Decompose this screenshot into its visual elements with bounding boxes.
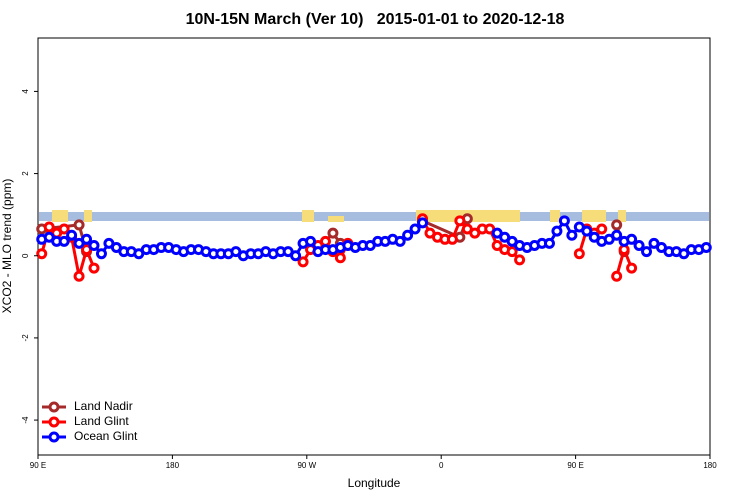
land-region (328, 216, 344, 222)
land-region (302, 210, 314, 222)
legend-label: Land Glint (74, 414, 129, 428)
data-point (506, 246, 518, 258)
data-point (290, 250, 302, 262)
legend-marker (48, 401, 60, 413)
data-point (394, 235, 406, 247)
data-point (58, 223, 70, 235)
data-point (543, 237, 555, 249)
data-point (581, 225, 593, 237)
data-point (402, 229, 414, 241)
y-tick-label: 2 (21, 171, 30, 176)
legend-label: Ocean Glint (74, 429, 138, 443)
data-point (551, 225, 563, 237)
y-tick-label: -4 (21, 416, 30, 424)
data-point (700, 242, 712, 254)
data-point (95, 248, 107, 260)
data-point (73, 219, 85, 231)
x-tick-label: 90 E (567, 461, 583, 470)
data-point (43, 221, 55, 233)
data-point (297, 256, 309, 268)
data-point (573, 248, 585, 260)
data-point (88, 239, 100, 251)
land-region (582, 210, 606, 222)
plot-area (36, 213, 712, 282)
chart-title: 10N-15N March (Ver 10) 2015-01-01 to 202… (186, 11, 565, 28)
data-point (58, 235, 70, 247)
data-point (626, 233, 638, 245)
x-tick-label: 180 (703, 461, 717, 470)
data-point (66, 229, 78, 241)
data-point (626, 262, 638, 274)
land-region (550, 210, 560, 222)
data-point (611, 270, 623, 282)
data-point (417, 217, 429, 229)
y-tick-label: 4 (21, 89, 30, 94)
y-tick-label: 0 (21, 253, 30, 258)
data-point (88, 262, 100, 274)
data-point (514, 254, 526, 266)
y-axis-title: XCO2 - MLO trend (ppm) (0, 179, 14, 314)
land-mask (39, 210, 709, 222)
x-tick-label: 90 E (30, 461, 46, 470)
data-point (409, 223, 421, 235)
data-point (327, 227, 339, 239)
data-point (36, 248, 48, 260)
data-point (81, 233, 93, 245)
data-point (633, 239, 645, 251)
ocean-band (39, 212, 709, 221)
data-point (611, 219, 623, 231)
land-region (84, 210, 92, 222)
legend-marker (48, 431, 60, 443)
land-region (618, 210, 626, 222)
data-point (566, 229, 578, 241)
x-axis-title: Longitude (348, 476, 401, 490)
data-point (73, 270, 85, 282)
x-tick-label: 90 W (297, 461, 316, 470)
data-point (454, 215, 466, 227)
data-point (611, 229, 623, 241)
y-tick-label: -2 (21, 334, 30, 342)
data-point (446, 233, 458, 245)
data-point (558, 215, 570, 227)
data-point (334, 252, 346, 264)
data-point (596, 223, 608, 235)
land-region (52, 210, 68, 222)
legend-label: Land Nadir (74, 399, 133, 413)
data-point (641, 246, 653, 258)
data-point (305, 235, 317, 247)
legend-marker (48, 416, 60, 428)
x-tick-label: 180 (166, 461, 180, 470)
x-tick-label: 0 (439, 461, 444, 470)
